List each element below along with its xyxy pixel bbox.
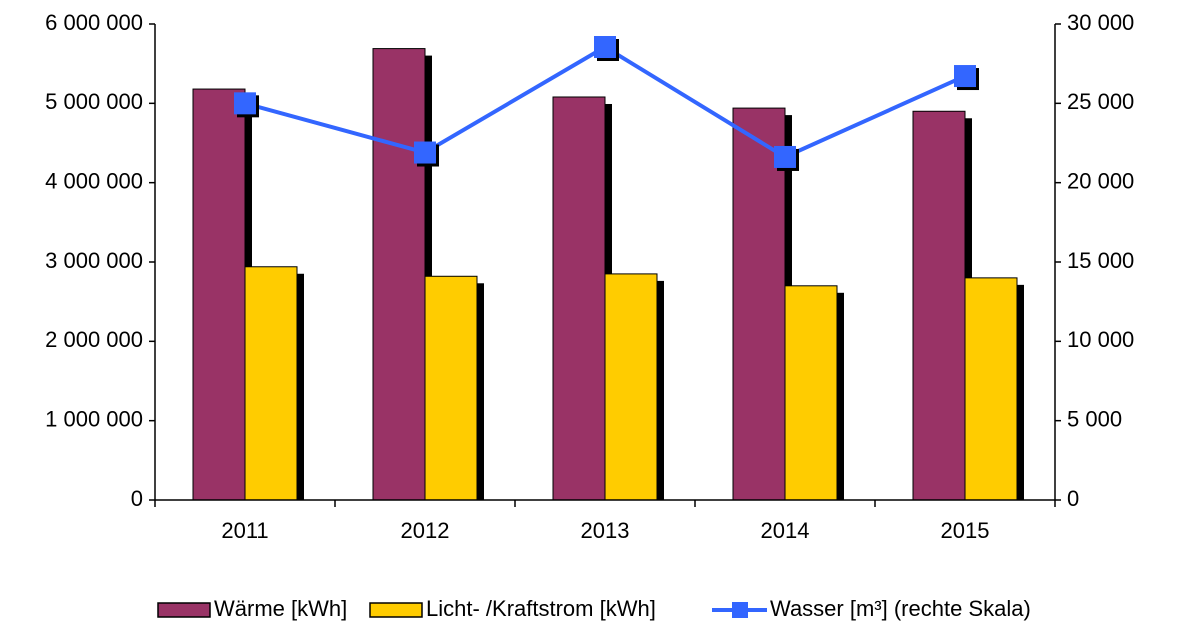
bar xyxy=(964,277,1018,501)
bar xyxy=(912,110,966,501)
x-tick-label: 2015 xyxy=(941,518,990,543)
legend-swatch xyxy=(157,602,211,618)
y-tick-label: 4 000 000 xyxy=(45,168,143,193)
bar xyxy=(244,266,298,501)
x-tick-label: 2011 xyxy=(221,518,268,543)
x-tick-label: 2012 xyxy=(401,518,450,543)
bar xyxy=(732,107,786,501)
y-tick-label: 1 000 000 xyxy=(45,406,143,431)
y2-tick-label: 30 000 xyxy=(1067,10,1134,35)
y2-tick-label: 15 000 xyxy=(1067,248,1134,273)
y2-tick-label: 20 000 xyxy=(1067,168,1134,193)
y-tick-label: 0 xyxy=(131,486,143,511)
legend-label: Wasser [m³] (rechte Skala) xyxy=(770,596,1031,621)
y-tick-label: 2 000 000 xyxy=(45,327,143,352)
y-tick-label: 3 000 000 xyxy=(45,248,143,273)
legend-label: Licht- /Kraftstrom [kWh] xyxy=(426,596,656,621)
legend-swatch xyxy=(369,602,423,618)
bar xyxy=(784,285,838,501)
bar xyxy=(604,273,658,501)
legend-label: Wärme [kWh] xyxy=(214,596,347,621)
marker xyxy=(954,65,976,88)
marker xyxy=(234,92,256,115)
y2-tick-label: 25 000 xyxy=(1067,89,1134,114)
bar xyxy=(372,48,426,501)
x-tick-label: 2013 xyxy=(581,518,630,543)
y2-tick-label: 10 000 xyxy=(1067,327,1134,352)
y-tick-label: 5 000 000 xyxy=(45,89,143,114)
marker xyxy=(774,145,796,168)
marker xyxy=(594,36,616,59)
bar xyxy=(424,275,478,501)
marker xyxy=(414,141,436,164)
bar xyxy=(552,96,606,501)
bar xyxy=(192,88,246,501)
y-tick-label: 6 000 000 xyxy=(45,10,143,35)
y2-tick-label: 5 000 xyxy=(1067,406,1122,431)
x-tick-label: 2014 xyxy=(761,518,810,543)
y2-tick-label: 0 xyxy=(1067,486,1079,511)
legend-marker xyxy=(732,602,748,618)
